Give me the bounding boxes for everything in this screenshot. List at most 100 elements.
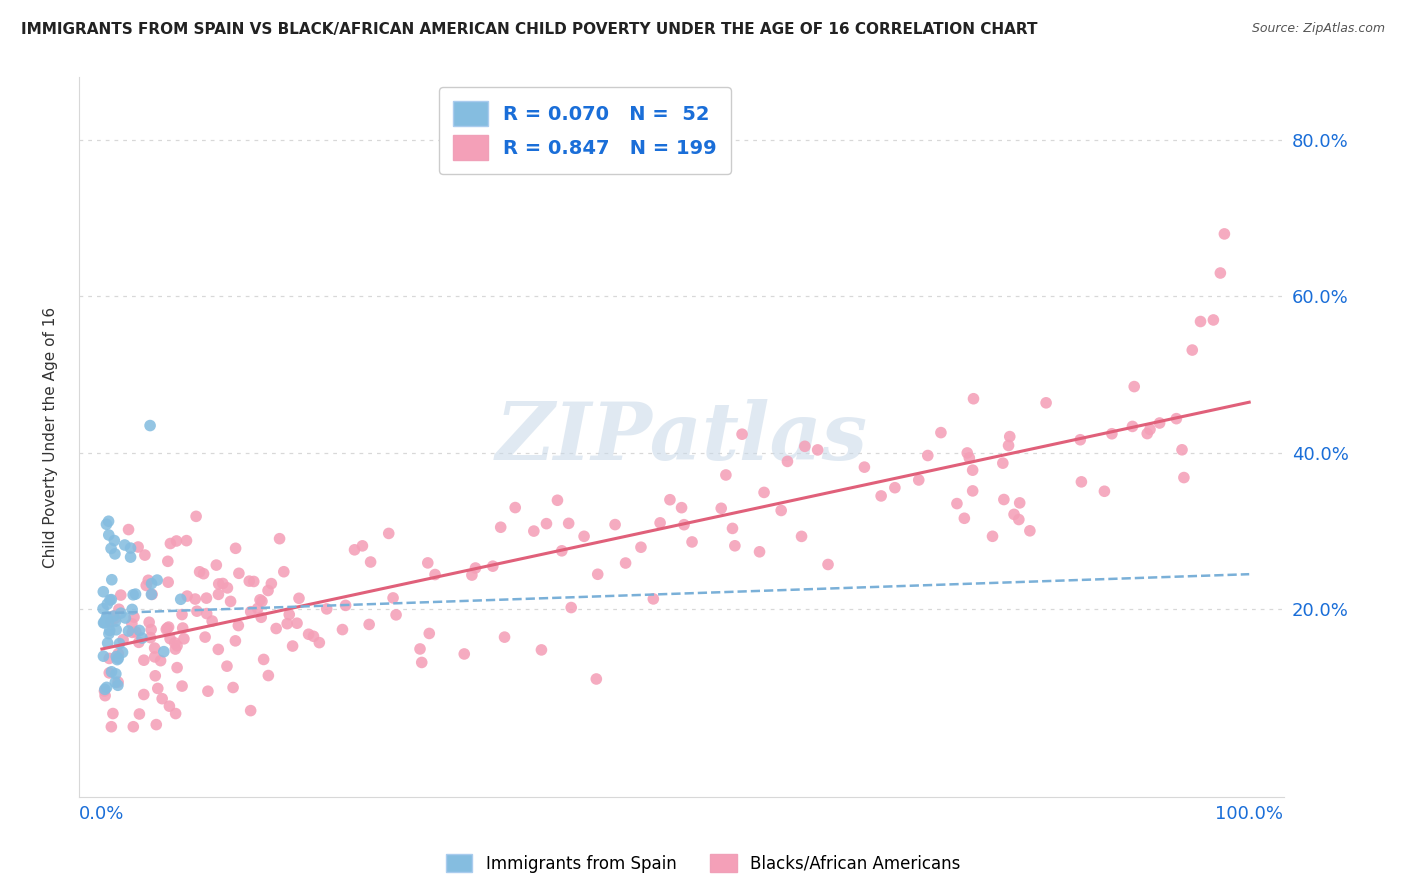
Point xyxy=(1166,411,1188,425)
Point xyxy=(103,533,125,548)
Point xyxy=(157,699,180,714)
Point xyxy=(159,632,181,646)
Point xyxy=(630,540,652,554)
Point xyxy=(170,679,193,693)
Point xyxy=(122,610,145,624)
Point xyxy=(100,720,122,734)
Point xyxy=(165,706,187,721)
Point xyxy=(671,500,693,515)
Point xyxy=(748,545,770,559)
Point xyxy=(238,574,260,588)
Point xyxy=(91,584,114,599)
Point xyxy=(211,576,233,591)
Point xyxy=(464,561,486,575)
Legend: Immigrants from Spain, Blacks/African Americans: Immigrants from Spain, Blacks/African Am… xyxy=(439,847,967,880)
Point xyxy=(1209,266,1232,280)
Point xyxy=(128,635,150,649)
Point xyxy=(1213,227,1236,241)
Point xyxy=(614,556,637,570)
Point xyxy=(108,636,131,650)
Point xyxy=(489,520,512,534)
Point xyxy=(907,473,929,487)
Point xyxy=(194,630,217,644)
Point xyxy=(281,639,304,653)
Point xyxy=(503,500,526,515)
Point xyxy=(114,538,136,552)
Point xyxy=(411,656,433,670)
Point xyxy=(121,616,143,631)
Point xyxy=(250,610,273,624)
Point xyxy=(710,501,733,516)
Point xyxy=(870,489,893,503)
Point xyxy=(359,617,381,632)
Point xyxy=(673,517,696,532)
Point xyxy=(721,521,744,535)
Point xyxy=(1069,433,1091,447)
Point xyxy=(157,620,180,634)
Point xyxy=(107,647,129,661)
Point xyxy=(96,681,118,695)
Point xyxy=(121,602,143,616)
Point xyxy=(308,635,330,649)
Point xyxy=(128,706,150,721)
Point xyxy=(101,573,124,587)
Point xyxy=(146,681,169,696)
Point xyxy=(332,623,354,637)
Point xyxy=(96,517,118,532)
Point xyxy=(107,675,129,690)
Point xyxy=(122,720,145,734)
Point xyxy=(1070,475,1092,489)
Point xyxy=(117,624,139,638)
Point xyxy=(98,651,121,665)
Point xyxy=(482,559,505,574)
Point xyxy=(207,642,229,657)
Point xyxy=(1149,416,1171,430)
Point xyxy=(112,632,135,647)
Point xyxy=(560,600,582,615)
Point xyxy=(343,542,366,557)
Point xyxy=(141,576,163,591)
Point xyxy=(139,631,162,645)
Point xyxy=(648,516,671,530)
Point xyxy=(93,615,115,630)
Point xyxy=(135,578,157,592)
Point xyxy=(104,666,127,681)
Point xyxy=(100,541,122,556)
Point xyxy=(643,591,665,606)
Point xyxy=(586,567,609,582)
Point xyxy=(853,460,876,475)
Point xyxy=(817,558,839,572)
Point xyxy=(585,672,607,686)
Point xyxy=(222,681,245,695)
Point xyxy=(883,481,905,495)
Point xyxy=(1002,508,1025,522)
Point xyxy=(793,439,815,453)
Point xyxy=(572,529,595,543)
Point xyxy=(228,618,250,632)
Point xyxy=(731,427,754,442)
Point xyxy=(957,450,980,465)
Legend: R = 0.070   N =  52, R = 0.847   N = 199: R = 0.070 N = 52, R = 0.847 N = 199 xyxy=(439,87,731,174)
Point xyxy=(991,456,1014,470)
Point xyxy=(193,566,215,581)
Point xyxy=(124,587,146,601)
Point xyxy=(159,536,181,550)
Point xyxy=(246,601,269,615)
Point xyxy=(242,574,264,589)
Point xyxy=(157,575,180,590)
Point xyxy=(260,576,283,591)
Point xyxy=(335,599,357,613)
Point xyxy=(166,660,188,674)
Point xyxy=(1008,512,1031,526)
Point xyxy=(121,625,143,640)
Point xyxy=(250,594,273,608)
Point xyxy=(134,548,156,562)
Point xyxy=(132,653,155,667)
Point xyxy=(156,621,179,635)
Point xyxy=(163,636,186,650)
Point xyxy=(97,514,120,528)
Point xyxy=(170,607,193,622)
Point xyxy=(962,483,984,498)
Point xyxy=(1181,343,1204,357)
Point xyxy=(1121,419,1143,434)
